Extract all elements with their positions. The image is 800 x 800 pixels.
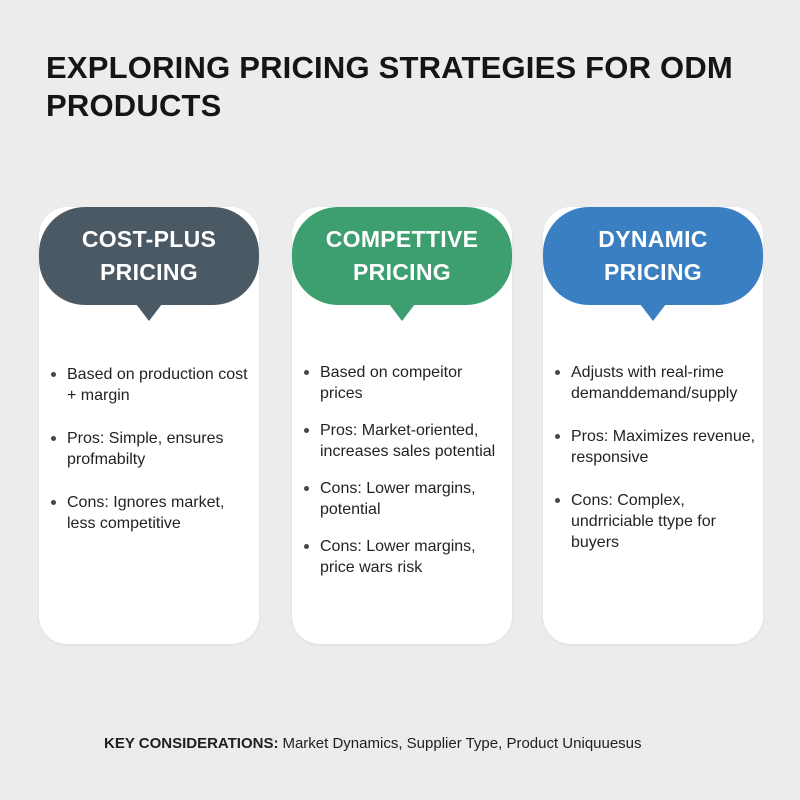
card-title: DYNAMIC PRICING — [598, 226, 708, 285]
key-considerations-text: Market Dynamics, Supplier Type, Product … — [282, 735, 642, 752]
page-title: EXPLORING PRICING STRATEGIES FOR ODM PRO… — [46, 50, 733, 123]
list-item: Based on compeitor prices — [304, 362, 504, 404]
bullet-icon — [304, 428, 309, 433]
card-cost-plus: COST-PLUS PRICING Based on production co… — [39, 207, 259, 644]
list-item: Cons: Lower margins, potential — [304, 478, 504, 520]
list-item: Adjusts with real-rime demanddemand/supp… — [555, 362, 760, 404]
bullet-icon — [51, 500, 56, 505]
bullet-list: Based on compeitor prices Pros: Market-o… — [304, 362, 504, 594]
key-considerations: KEY CONSIDERATIONS: Market Dynamics, Supp… — [104, 734, 642, 754]
list-item: Pros: Simple, ensures profmabilty — [51, 428, 251, 470]
bullet-icon — [51, 372, 56, 377]
list-item: Cons: Complex, undrriciable ttype for bu… — [555, 490, 760, 553]
card-competitive: COMPETTIVE PRICING Based on compeitor pr… — [292, 207, 512, 644]
card-header: COST-PLUS PRICING — [39, 207, 259, 321]
card-header: DYNAMIC PRICING — [543, 207, 763, 321]
bullet-icon — [304, 486, 309, 491]
card-title: COMPETTIVE PRICING — [325, 226, 479, 285]
list-item: Pros: Maximizes revenue, responsive — [555, 426, 760, 468]
bullet-icon — [555, 498, 560, 503]
card-title: COST-PLUS PRICING — [81, 226, 217, 285]
list-item: Based on production cost + margin — [51, 364, 251, 406]
bullet-list: Based on production cost + margin Pros: … — [51, 364, 251, 556]
bullet-icon — [51, 436, 56, 441]
card-dynamic: DYNAMIC PRICING Adjusts with real-rime d… — [543, 207, 763, 644]
bullet-list: Adjusts with real-rime demanddemand/supp… — [555, 362, 760, 575]
list-item: Pros: Market-oriented, increases sales p… — [304, 420, 504, 462]
bullet-icon — [304, 370, 309, 375]
bullet-icon — [555, 370, 560, 375]
list-item: Cons: Ignores market, less competitive — [51, 492, 251, 534]
bullet-icon — [555, 434, 560, 439]
card-header: COMPETTIVE PRICING — [292, 207, 512, 321]
key-considerations-label: KEY CONSIDERATIONS: — [104, 735, 279, 752]
list-item: Cons: Lower margins, price wars risk — [304, 536, 504, 578]
bullet-icon — [304, 544, 309, 549]
